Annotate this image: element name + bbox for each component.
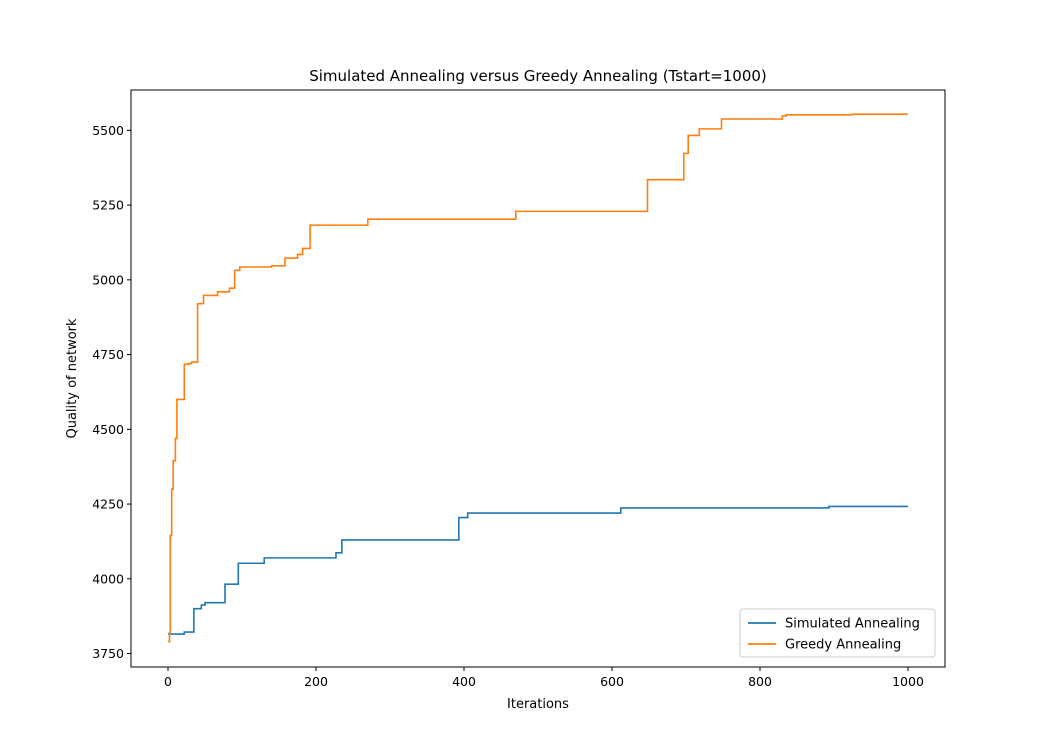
y-tick-label: 4250 — [92, 497, 124, 512]
legend-box — [739, 608, 936, 658]
y-tick-label: 4750 — [92, 347, 124, 362]
y-tick-label: 5250 — [92, 198, 124, 213]
x-axis-label: Iterations — [507, 697, 569, 712]
x-tick-label: 200 — [304, 674, 328, 689]
y-tick-label: 5500 — [92, 123, 124, 138]
x-tick-label: 800 — [748, 674, 772, 689]
y-tick-label: 3750 — [92, 646, 124, 661]
x-tick-label: 1000 — [892, 674, 924, 689]
chart-title: Simulated Annealing versus Greedy Anneal… — [309, 67, 767, 85]
y-axis: 3750 4000 4250 4500 4750 5000 5250 5500 — [92, 123, 131, 661]
y-axis-label: Quality of network — [65, 318, 80, 439]
x-tick-label: 600 — [600, 674, 624, 689]
x-tick-label: 0 — [164, 674, 172, 689]
series-layer — [168, 113, 908, 643]
y-tick-label: 4000 — [92, 571, 124, 586]
series-line-simulated-annealing — [168, 505, 908, 635]
legend: Simulated Annealing Greedy Annealing — [739, 608, 936, 658]
plot-frame — [130, 89, 946, 668]
legend-label: Simulated Annealing — [785, 617, 920, 632]
y-tick-label: 4500 — [92, 422, 124, 437]
legend-label: Greedy Annealing — [785, 638, 901, 653]
series-line-greedy-annealing — [168, 113, 908, 643]
y-tick-label: 5000 — [92, 272, 124, 287]
x-tick-label: 400 — [452, 674, 476, 689]
x-axis: 0 200 400 600 800 1000 — [164, 667, 924, 689]
plot-area — [130, 89, 946, 668]
